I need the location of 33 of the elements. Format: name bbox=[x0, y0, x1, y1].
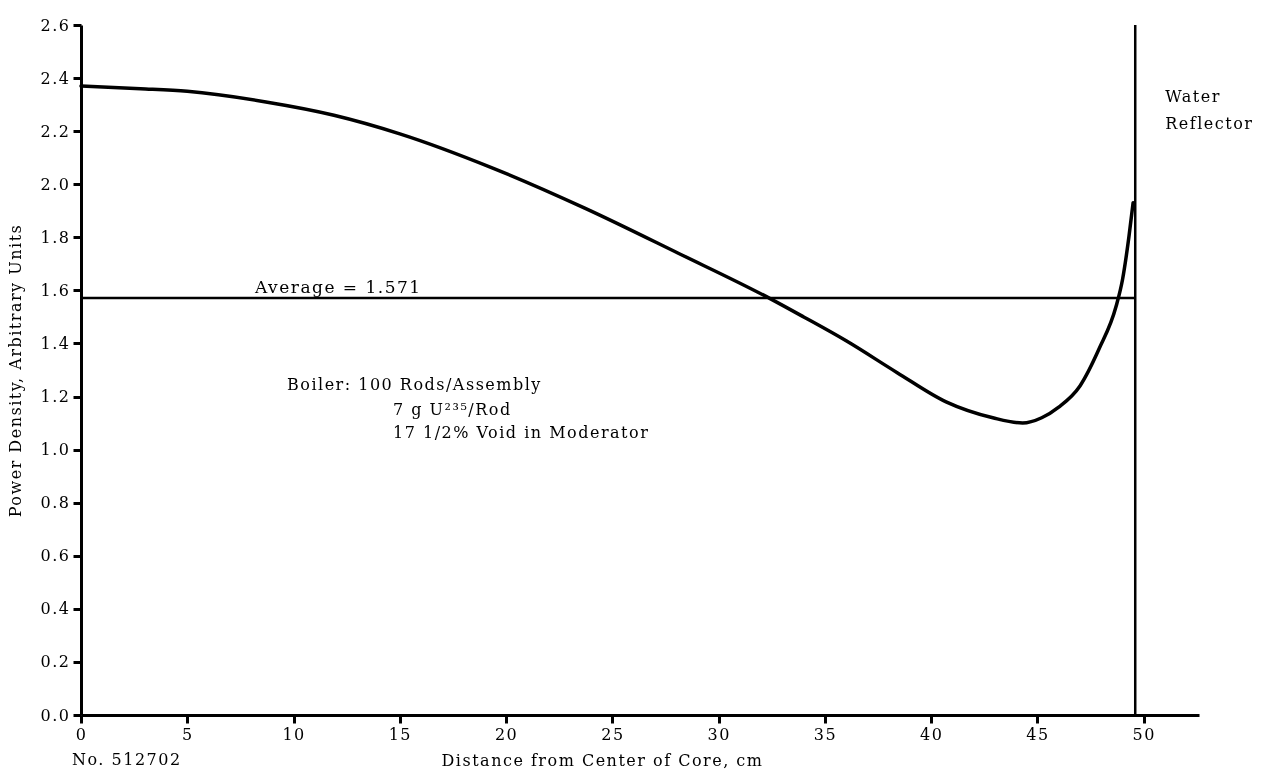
x-tick-label: 50 bbox=[1132, 724, 1156, 744]
x-tick-label: 15 bbox=[388, 724, 412, 744]
annotation: Boiler: 100 Rods/Assembly bbox=[287, 375, 542, 394]
y-tick-label: 0.0 bbox=[40, 705, 71, 725]
y-tick-label: 1.6 bbox=[40, 280, 71, 300]
y-tick-label: 0.4 bbox=[40, 599, 71, 619]
x-tick-label: 0 bbox=[75, 724, 88, 744]
y-tick-label: 2.6 bbox=[40, 15, 71, 35]
y-axis-title: Power Density, Arbitrary Units bbox=[5, 223, 25, 518]
x-tick-label: 25 bbox=[601, 724, 625, 744]
x-tick-label: 35 bbox=[813, 724, 838, 744]
y-tick-label: 0.8 bbox=[40, 493, 71, 513]
x-tick-label: 40 bbox=[920, 724, 944, 744]
y-tick-label: 1.0 bbox=[40, 440, 71, 460]
annotation: 17 1/2% Void in Moderator bbox=[393, 423, 650, 442]
y-tick-label: 1.4 bbox=[40, 333, 71, 353]
ref-line-label: Water Reflector bbox=[1165, 87, 1254, 133]
annotation: 7 g U²³⁵/Rod bbox=[393, 400, 512, 419]
x-tick-label: 5 bbox=[181, 724, 194, 744]
x-axis-title: Distance from Center of Core, cm bbox=[441, 750, 764, 770]
y-tick-label: 2.2 bbox=[40, 121, 71, 141]
x-tick-label: 10 bbox=[282, 724, 306, 744]
y-tick-label: 0.6 bbox=[40, 546, 71, 566]
y-tick-label: 2.0 bbox=[40, 174, 71, 194]
x-tick-label: 20 bbox=[494, 724, 519, 744]
y-tick-label: 1.2 bbox=[40, 387, 71, 407]
x-tick-label: 45 bbox=[1026, 724, 1050, 744]
x-tick-label: 30 bbox=[707, 724, 731, 744]
ref-line-label: Average = 1.571 bbox=[254, 277, 422, 298]
y-tick-label: 1.8 bbox=[40, 227, 71, 247]
y-tick-label: 2.4 bbox=[40, 68, 71, 88]
text: No. 512702 bbox=[72, 750, 182, 769]
y-tick-label: 0.2 bbox=[40, 652, 71, 672]
